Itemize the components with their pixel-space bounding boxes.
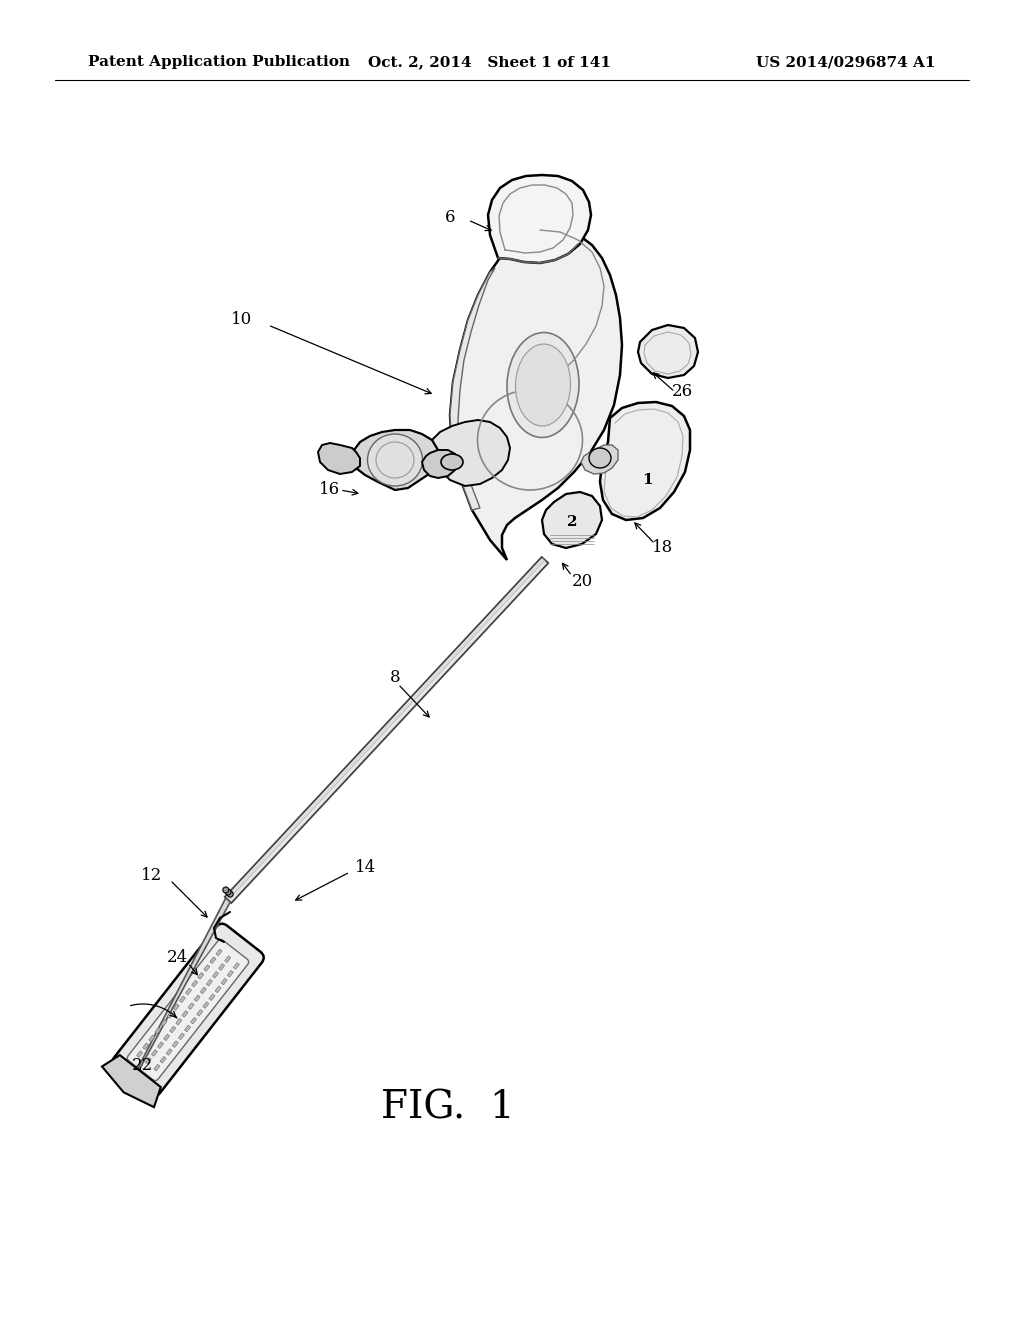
- Polygon shape: [488, 176, 591, 263]
- Bar: [176, 1019, 182, 1026]
- Bar: [197, 1010, 203, 1016]
- Polygon shape: [422, 450, 458, 478]
- Bar: [182, 1011, 188, 1018]
- Text: 10: 10: [230, 312, 252, 329]
- Polygon shape: [352, 430, 438, 490]
- Text: 26: 26: [672, 384, 693, 400]
- Bar: [201, 987, 206, 994]
- Ellipse shape: [589, 447, 611, 469]
- Bar: [207, 979, 212, 986]
- Polygon shape: [450, 268, 495, 510]
- Polygon shape: [224, 557, 548, 903]
- Bar: [204, 965, 210, 972]
- Bar: [221, 978, 227, 985]
- Text: 12: 12: [140, 866, 162, 883]
- Polygon shape: [102, 1055, 161, 1107]
- Text: Oct. 2, 2014   Sheet 1 of 141: Oct. 2, 2014 Sheet 1 of 141: [369, 55, 611, 69]
- Ellipse shape: [515, 345, 570, 426]
- Bar: [161, 1019, 167, 1026]
- Bar: [210, 957, 216, 964]
- Text: 6: 6: [444, 210, 455, 227]
- Polygon shape: [581, 445, 618, 474]
- Bar: [155, 1027, 161, 1034]
- Bar: [224, 956, 230, 962]
- Bar: [233, 962, 240, 969]
- Bar: [179, 997, 185, 1003]
- Bar: [164, 1034, 170, 1040]
- Bar: [215, 986, 221, 993]
- Bar: [216, 949, 222, 956]
- Bar: [158, 1041, 164, 1048]
- FancyBboxPatch shape: [113, 924, 264, 1097]
- Polygon shape: [430, 420, 510, 486]
- Text: 8: 8: [390, 669, 400, 686]
- Bar: [227, 970, 233, 977]
- Bar: [184, 1026, 190, 1032]
- Polygon shape: [450, 228, 622, 560]
- Text: 2: 2: [566, 515, 578, 529]
- Bar: [188, 1003, 195, 1010]
- Bar: [185, 989, 191, 995]
- Text: 18: 18: [652, 540, 673, 557]
- Bar: [198, 973, 204, 979]
- Bar: [173, 1003, 179, 1010]
- Circle shape: [223, 887, 228, 892]
- FancyBboxPatch shape: [127, 940, 249, 1081]
- Polygon shape: [318, 444, 360, 474]
- Bar: [218, 964, 224, 970]
- Polygon shape: [127, 898, 230, 1092]
- Bar: [203, 1002, 209, 1008]
- Ellipse shape: [368, 434, 423, 486]
- Bar: [154, 1064, 160, 1071]
- Bar: [167, 1011, 173, 1018]
- Text: 14: 14: [355, 859, 376, 876]
- Text: 16: 16: [318, 482, 340, 499]
- Bar: [152, 1049, 158, 1056]
- Text: Patent Application Publication: Patent Application Publication: [88, 55, 350, 69]
- Bar: [178, 1034, 184, 1040]
- Bar: [212, 972, 218, 978]
- Bar: [172, 1041, 178, 1048]
- Circle shape: [225, 888, 231, 895]
- Bar: [191, 981, 198, 987]
- Polygon shape: [638, 325, 698, 378]
- Bar: [160, 1056, 166, 1063]
- Bar: [209, 994, 215, 1001]
- Text: US 2014/0296874 A1: US 2014/0296874 A1: [757, 55, 936, 69]
- Bar: [148, 1035, 155, 1041]
- Circle shape: [227, 891, 233, 898]
- Ellipse shape: [441, 454, 463, 470]
- Bar: [170, 1026, 176, 1032]
- Text: 22: 22: [132, 1056, 154, 1073]
- Text: 1: 1: [643, 473, 653, 487]
- Text: FIG.  1: FIG. 1: [381, 1089, 515, 1126]
- Text: 24: 24: [167, 949, 188, 966]
- Bar: [190, 1018, 197, 1024]
- Ellipse shape: [507, 333, 579, 437]
- Polygon shape: [600, 403, 690, 520]
- Bar: [166, 1048, 172, 1055]
- Bar: [145, 1057, 152, 1064]
- Bar: [195, 995, 201, 1002]
- Bar: [142, 1043, 148, 1049]
- Bar: [136, 1051, 142, 1057]
- Text: 20: 20: [572, 573, 593, 590]
- Polygon shape: [542, 492, 602, 548]
